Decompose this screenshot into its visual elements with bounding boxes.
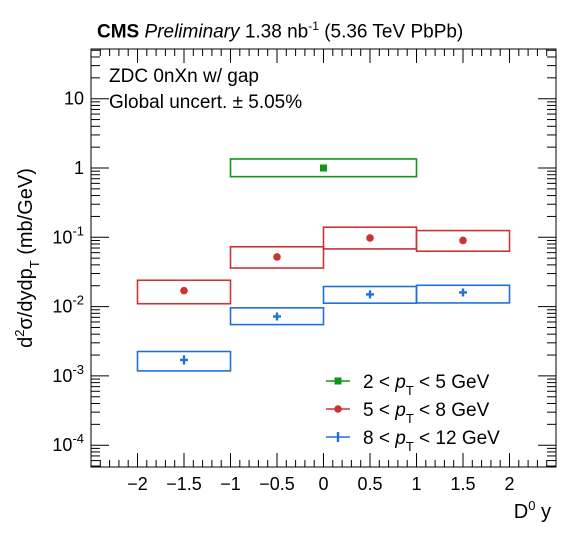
lumi-unit: nb bbox=[287, 21, 309, 43]
y-tick-label: 10-1 bbox=[52, 223, 84, 247]
annotation-selection: ZDC 0nXn w/ gap bbox=[109, 66, 259, 87]
y-tick-label: 10-2 bbox=[52, 293, 84, 317]
x-tick-label: −1 bbox=[220, 474, 241, 494]
x-tick-label: −2 bbox=[127, 474, 148, 494]
data-point-circle bbox=[366, 234, 374, 242]
legend-label: 8 < pT < 12 GeV bbox=[363, 428, 500, 454]
x-tick-label: 1 bbox=[411, 474, 421, 494]
y-tick-label: 10-4 bbox=[52, 431, 84, 455]
data-point-square bbox=[320, 164, 327, 172]
axis-ticks: −2 −1.5 −1 −0.5 0 0.5 1 1.5 2 10-4 10-3 10-2 10-1 1 10 bbox=[52, 49, 557, 494]
systematic-box bbox=[415, 229, 511, 253]
y-tick-label: 1 bbox=[74, 158, 84, 178]
x-tick-label: 0 bbox=[318, 474, 328, 494]
y-axis-label: d2σ/dydpT (mb/GeV) bbox=[12, 168, 42, 348]
experiment-label: CMS bbox=[97, 21, 140, 43]
y-tick-label: 10 bbox=[64, 89, 84, 109]
data-marks bbox=[136, 158, 511, 372]
legend-marker-square bbox=[334, 377, 342, 385]
plot-header: CMS Preliminary 1.38 nb-1 (5.36 TeV PbPb… bbox=[97, 19, 463, 43]
systematic-box bbox=[136, 279, 232, 305]
x-axis-label: D0 y bbox=[514, 498, 551, 523]
systematic-box bbox=[229, 307, 325, 326]
data-point-circle bbox=[273, 253, 281, 261]
status-label: Preliminary bbox=[144, 21, 240, 43]
x-tick-label: 2 bbox=[504, 474, 514, 494]
data-point-circle bbox=[459, 236, 467, 245]
legend-label: 2 < pT < 5 GeV bbox=[363, 372, 490, 398]
x-tick-label: −0.5 bbox=[259, 474, 295, 494]
systematic-box bbox=[415, 284, 511, 304]
lumi-exponent: -1 bbox=[308, 19, 319, 33]
x-tick-label: −1.5 bbox=[166, 474, 202, 494]
data-point-circle bbox=[180, 286, 188, 295]
annotation-global-uncertainty: Global uncert. ± 5.05% bbox=[109, 92, 303, 113]
x-tick-label: 0.5 bbox=[357, 474, 382, 494]
systematic-box bbox=[229, 158, 418, 178]
y-tick-label: 10-3 bbox=[52, 362, 84, 386]
systematic-box bbox=[229, 245, 325, 269]
energy-label: (5.36 TeV PbPb) bbox=[324, 21, 464, 43]
x-tick-label: 1.5 bbox=[450, 474, 475, 494]
systematic-box bbox=[136, 350, 232, 372]
lumi-value: 1.38 bbox=[244, 21, 282, 43]
legend-label: 5 < pT < 8 GeV bbox=[363, 400, 490, 426]
legend-marker-circle bbox=[334, 405, 342, 413]
